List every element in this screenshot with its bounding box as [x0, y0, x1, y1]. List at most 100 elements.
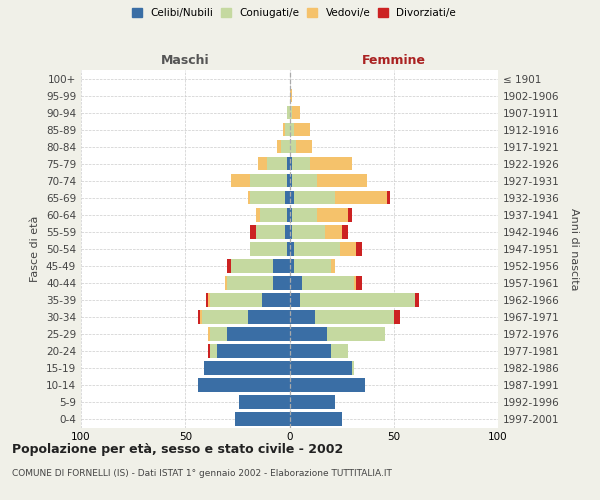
Bar	[292, 157, 310, 170]
Text: Popolazione per età, sesso e stato civile - 2002: Popolazione per età, sesso e stato civil…	[12, 442, 343, 456]
Bar	[283, 123, 286, 136]
Bar	[290, 361, 352, 374]
Bar	[210, 293, 262, 306]
Bar	[286, 225, 290, 238]
Bar	[388, 191, 389, 204]
Bar	[290, 412, 341, 426]
Bar	[290, 259, 293, 272]
Bar	[314, 310, 394, 324]
Bar	[292, 208, 317, 222]
Bar	[250, 242, 287, 256]
Bar	[277, 140, 281, 153]
Bar	[290, 378, 365, 392]
Bar	[348, 208, 352, 222]
Bar	[296, 140, 313, 153]
Bar	[227, 276, 273, 289]
Bar	[331, 344, 348, 358]
Bar	[290, 344, 331, 358]
Bar	[335, 191, 388, 204]
Bar	[200, 310, 202, 324]
Bar	[286, 123, 290, 136]
Bar	[290, 242, 293, 256]
Bar	[290, 293, 300, 306]
Bar	[290, 123, 293, 136]
Bar	[352, 361, 354, 374]
Bar	[198, 378, 290, 392]
Bar	[287, 242, 290, 256]
Bar	[208, 344, 210, 358]
Bar	[256, 208, 260, 222]
Bar	[293, 259, 331, 272]
Bar	[325, 225, 341, 238]
Bar	[250, 174, 287, 188]
Bar	[302, 276, 354, 289]
Bar	[287, 157, 290, 170]
Bar	[290, 88, 292, 102]
Bar	[250, 191, 286, 204]
Bar	[292, 174, 317, 188]
Text: Maschi: Maschi	[161, 54, 209, 68]
Text: COMUNE DI FORNELLI (IS) - Dati ISTAT 1° gennaio 2002 - Elaborazione TUTTITALIA.I: COMUNE DI FORNELLI (IS) - Dati ISTAT 1° …	[12, 468, 392, 477]
Bar	[239, 395, 290, 409]
Bar	[331, 259, 335, 272]
Bar	[217, 344, 290, 358]
Bar	[248, 191, 250, 204]
Bar	[281, 140, 290, 153]
Bar	[202, 310, 248, 324]
Bar	[341, 225, 348, 238]
Bar	[231, 174, 250, 188]
Bar	[290, 208, 292, 222]
Bar	[290, 106, 292, 120]
Bar	[290, 327, 327, 340]
Bar	[293, 191, 335, 204]
Bar	[290, 310, 314, 324]
Bar	[300, 293, 415, 306]
Bar	[340, 242, 356, 256]
Bar	[248, 310, 290, 324]
Bar	[250, 225, 256, 238]
Bar	[356, 276, 362, 289]
Bar	[293, 242, 340, 256]
Bar	[225, 276, 227, 289]
Bar	[286, 191, 290, 204]
Bar	[256, 225, 286, 238]
Bar	[208, 293, 210, 306]
Bar	[317, 208, 348, 222]
Bar	[235, 412, 290, 426]
Bar	[287, 106, 290, 120]
Bar	[317, 174, 367, 188]
Bar	[290, 395, 335, 409]
Bar	[260, 208, 287, 222]
Y-axis label: Anni di nascita: Anni di nascita	[569, 208, 579, 290]
Bar	[204, 361, 290, 374]
Bar	[287, 208, 290, 222]
Bar	[290, 191, 293, 204]
Bar	[293, 123, 310, 136]
Bar	[290, 225, 292, 238]
Bar	[198, 310, 200, 324]
Bar	[210, 327, 227, 340]
Bar	[227, 259, 231, 272]
Y-axis label: Fasce di età: Fasce di età	[31, 216, 40, 282]
Bar	[290, 157, 292, 170]
Bar	[287, 174, 290, 188]
Bar	[210, 344, 217, 358]
Bar	[258, 157, 266, 170]
Bar	[327, 327, 385, 340]
Bar	[310, 157, 352, 170]
Bar	[231, 259, 273, 272]
Bar	[227, 327, 290, 340]
Bar	[415, 293, 419, 306]
Bar	[266, 157, 287, 170]
Bar	[394, 310, 400, 324]
Bar	[354, 276, 356, 289]
Bar	[273, 276, 290, 289]
Bar	[206, 293, 208, 306]
Bar	[273, 259, 290, 272]
Bar	[292, 106, 300, 120]
Bar	[292, 225, 325, 238]
Bar	[290, 174, 292, 188]
Bar	[208, 327, 210, 340]
Bar	[262, 293, 290, 306]
Bar	[290, 276, 302, 289]
